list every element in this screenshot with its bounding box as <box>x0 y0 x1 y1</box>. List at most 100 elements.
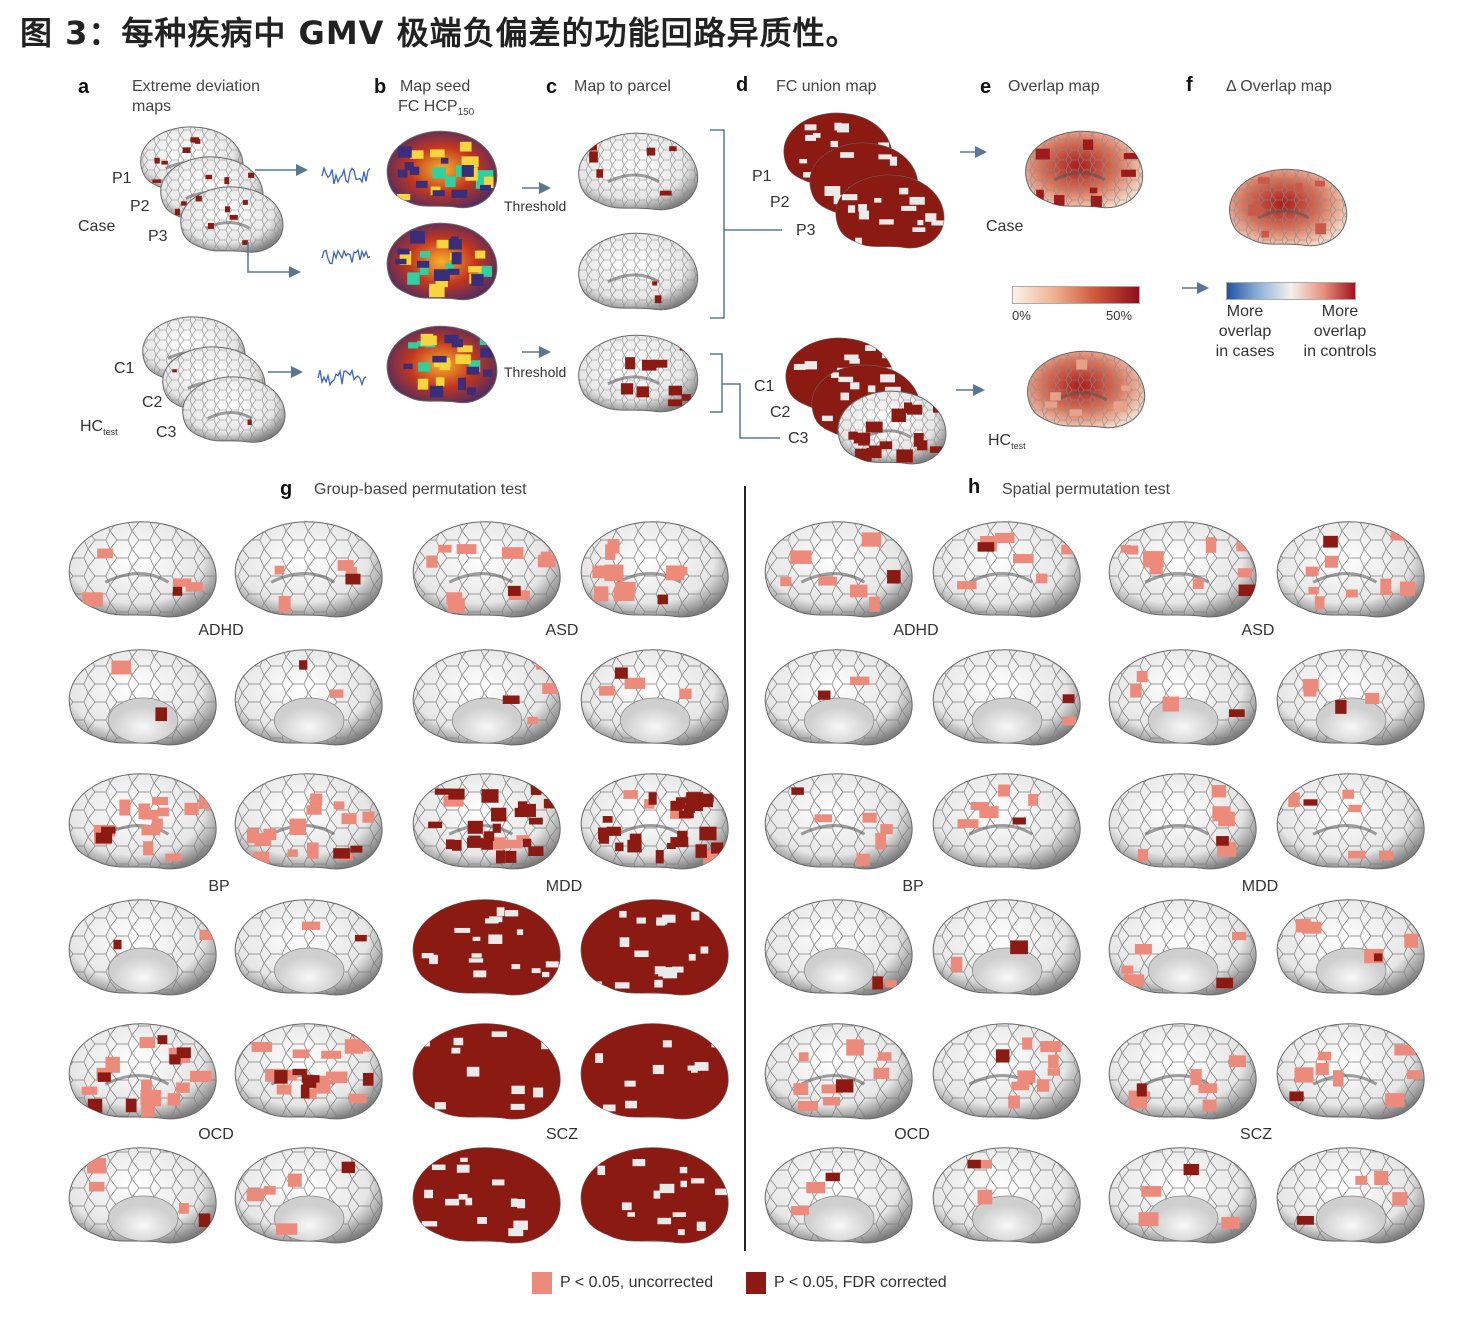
g-mdd-lat-left <box>412 773 561 870</box>
h-scz-lat-left <box>1108 1023 1257 1120</box>
g-bp-med-left <box>68 899 217 996</box>
label-p3-d: P3 <box>796 222 816 239</box>
panel-f-title: Δ Overlap map <box>1226 78 1332 95</box>
overlap-hc <box>1027 350 1146 429</box>
h-ocd-med-right <box>932 1147 1081 1244</box>
g-scz-lat-left <box>412 1023 561 1120</box>
label-p3-a: P3 <box>148 228 168 245</box>
g-ocd-med-right <box>234 1147 383 1244</box>
g-mdd-med-right <box>580 899 729 996</box>
panel-g-letter: g <box>280 478 293 500</box>
arrow-a-2 <box>247 242 301 278</box>
g-scz-med-right <box>580 1147 729 1244</box>
label-case-a: Case <box>78 218 116 235</box>
label-hc-e-sub: test <box>1011 441 1026 452</box>
g-adhd-lat-right <box>234 521 383 618</box>
h-scz-lat-right <box>1276 1023 1425 1120</box>
panel-e-letter: e <box>980 76 992 98</box>
overlap-case <box>1025 130 1144 209</box>
g-label-adhd: ADHD <box>198 622 244 639</box>
union-p3 <box>835 174 945 249</box>
g-ocd-lat-left <box>68 1023 217 1120</box>
fc-brain-1 <box>386 130 498 209</box>
h-label-adhd: ADHD <box>893 622 939 639</box>
delta-left-1: More <box>1226 303 1264 320</box>
h-ocd-lat-left <box>764 1023 913 1120</box>
h-label-bp: BP <box>902 878 924 895</box>
panel-divider <box>744 486 746 1251</box>
legend-corrected-swatch <box>746 1272 766 1294</box>
h-adhd-med-right <box>932 649 1081 746</box>
g-asd-lat-right <box>580 521 729 618</box>
label-p1-a: P1 <box>112 170 132 187</box>
panel-b-title-sub: 150 <box>457 107 475 119</box>
parcel-map-2 <box>578 232 699 311</box>
label-c3-d: C3 <box>788 430 809 447</box>
overlap-colorbar <box>1012 286 1140 304</box>
g-adhd-lat-left <box>68 521 217 618</box>
h-asd-lat-right <box>1276 521 1425 618</box>
label-hc-e-text: HC <box>988 432 1012 449</box>
h-scz-med-right <box>1276 1147 1425 1244</box>
h-label-scz: SCZ <box>1240 1126 1272 1143</box>
label-p1-d: P1 <box>752 168 772 185</box>
h-bp-lat-right <box>932 773 1081 870</box>
colorbar-min: 0% <box>1012 308 1031 323</box>
g-scz-med-left <box>412 1147 561 1244</box>
panel-d-title: FC union map <box>776 78 877 95</box>
delta-right-label: More overlap in controls <box>1296 302 1384 362</box>
g-mdd-med-left <box>412 899 561 996</box>
g-bp-lat-left <box>68 773 217 870</box>
h-mdd-med-right <box>1276 899 1425 996</box>
h-adhd-lat-right <box>932 521 1081 618</box>
panel-b-title-2: FC HCP150 <box>398 98 474 118</box>
panel-a-title-2: maps <box>132 98 172 115</box>
panel-f-letter: f <box>1186 74 1193 96</box>
g-label-asd: ASD <box>545 622 579 639</box>
panel-d-letter: d <box>736 74 749 96</box>
brain-c3 <box>182 376 286 443</box>
delta-left-2: overlap <box>1218 323 1272 340</box>
timeseries-3 <box>317 368 367 387</box>
g-asd-lat-left <box>412 521 561 618</box>
g-label-mdd: MDD <box>545 878 583 895</box>
parcel-map-1 <box>578 132 699 211</box>
delta-overlap <box>1229 168 1348 247</box>
g-mdd-lat-right <box>580 773 729 870</box>
g-label-bp: BP <box>208 878 230 895</box>
h-label-mdd: MDD <box>1241 878 1279 895</box>
panel-h-title: Spatial permutation test <box>1002 481 1171 498</box>
h-mdd-lat-right <box>1276 773 1425 870</box>
h-label-ocd: OCD <box>894 1126 930 1143</box>
colorbar-max: 50% <box>1106 308 1133 323</box>
panel-a-title-1: Extreme deviation <box>132 78 261 95</box>
fc-brain-2 <box>386 222 498 301</box>
timeseries-1 <box>321 165 371 184</box>
brain-p3 <box>180 186 284 253</box>
h-mdd-lat-left <box>1108 773 1257 870</box>
threshold-label-2: Threshold <box>504 364 567 380</box>
threshold-label-1: Threshold <box>504 198 567 214</box>
delta-right-1: More <box>1321 303 1359 320</box>
bracket-control <box>710 353 780 439</box>
panel-c-title: Map to parcel <box>574 78 671 95</box>
label-hc-a-text: HC <box>80 418 104 435</box>
h-bp-med-left <box>764 899 913 996</box>
timeseries-2 <box>321 248 371 265</box>
label-case-e: Case <box>986 218 1024 235</box>
g-ocd-lat-right <box>234 1023 383 1120</box>
label-c1-a: C1 <box>114 360 135 377</box>
label-c2-a: C2 <box>142 394 163 411</box>
panel-b-title-2-text: FC HCP <box>398 98 458 115</box>
g-ocd-med-left <box>68 1147 217 1244</box>
panel-g-title: Group-based permutation test <box>314 481 527 498</box>
g-bp-med-right <box>234 899 383 996</box>
fc-brain-3 <box>386 325 498 404</box>
label-c1-d: C1 <box>754 378 775 395</box>
g-label-ocd: OCD <box>198 1126 234 1143</box>
h-mdd-med-left <box>1108 899 1257 996</box>
g-scz-lat-right <box>580 1023 729 1120</box>
legend-uncorrected-label: P < 0.05, uncorrected <box>560 1274 714 1291</box>
delta-left-label: More overlap in cases <box>1212 302 1278 362</box>
